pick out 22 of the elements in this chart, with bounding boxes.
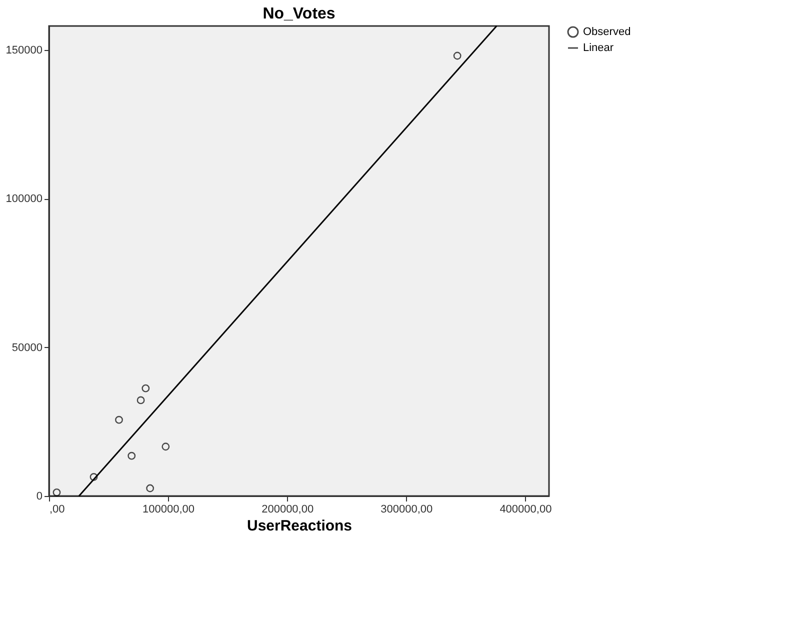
y-tick-label: 150000: [6, 44, 42, 56]
point: [162, 442, 170, 451]
point: [136, 396, 145, 404]
point: [52, 488, 61, 496]
y-tick-label: 100000: [6, 193, 42, 206]
x-axis-title: UserReactions: [246, 518, 352, 534]
x-tick-label: ,00: [50, 504, 65, 516]
point: [142, 384, 150, 392]
x-tick-label: 400000,00: [500, 504, 552, 516]
y-tick-label: 0: [36, 490, 42, 502]
point: [453, 52, 462, 60]
point: [90, 473, 98, 481]
x-tick-label: 200000,00: [262, 504, 314, 516]
y-tick-label: 50000: [12, 342, 42, 354]
point: [146, 484, 154, 492]
point: [115, 416, 123, 424]
point: [128, 452, 136, 460]
chart-title: No_Votes: [262, 5, 336, 22]
x-tick-label: 300000,00: [380, 504, 433, 516]
legend-label: Observed: [583, 26, 631, 38]
x-tick-label: 100000,00: [142, 504, 195, 516]
legend-label: Linear: [583, 42, 614, 54]
